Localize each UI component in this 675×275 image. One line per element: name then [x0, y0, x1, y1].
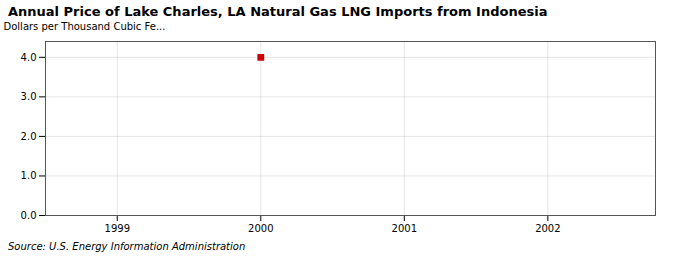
html-text:Annual Price of Lake Charles,: Annual Price of Lake Charles, LA Natural… [8, 4, 548, 19]
svg-text:1999: 1999 [105, 223, 130, 234]
svg-text:1.0: 1.0 [21, 170, 37, 181]
svg-text:4.0: 4.0 [21, 52, 37, 63]
html-text:Source: U.S. Energy Informatio: Source: U.S. Energy Information Administ… [8, 241, 246, 252]
svg-text:0.0: 0.0 [21, 210, 37, 221]
svg-text:2002: 2002 [535, 223, 560, 234]
svg-text:Dollars per Thousand Cubic Fe.: Dollars per Thousand Cubic Fe... [4, 21, 166, 32]
svg-text:3.0: 3.0 [21, 91, 37, 102]
svg-text:2000: 2000 [248, 223, 273, 234]
svg-text:2.0: 2.0 [21, 131, 37, 142]
svg-text:2001: 2001 [392, 223, 417, 234]
